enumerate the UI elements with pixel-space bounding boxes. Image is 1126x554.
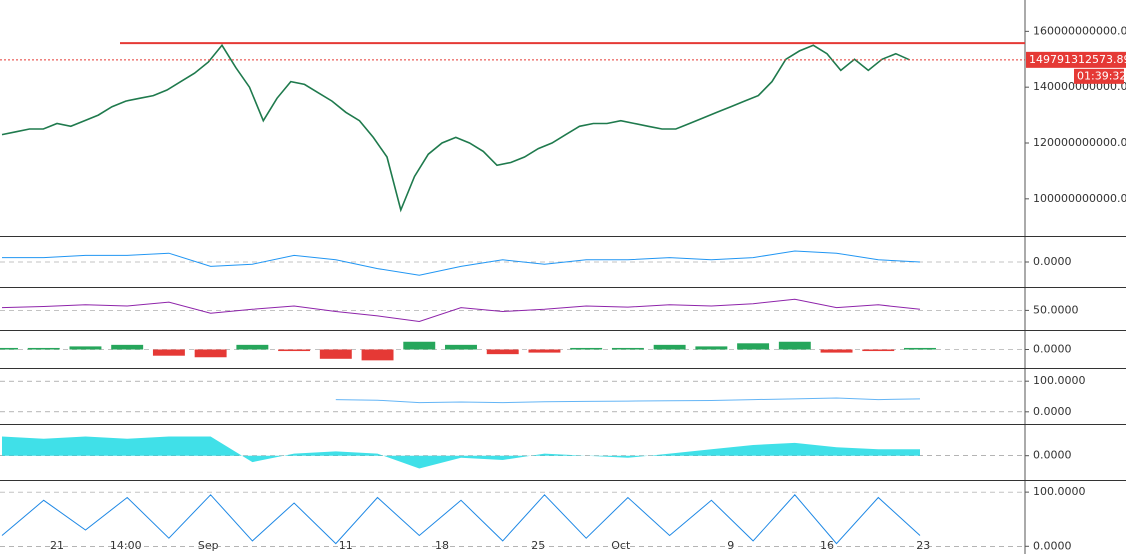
y-tick-label: 0.0000	[1033, 255, 1072, 268]
bar	[611, 347, 644, 350]
bar	[778, 341, 811, 350]
series-line	[2, 250, 921, 276]
timer: 01:39:32	[1077, 69, 1126, 82]
bar	[319, 349, 352, 359]
x-tick-label: 11	[339, 539, 353, 552]
y-tick-label: 100000000000.00	[1033, 192, 1126, 205]
x-tick-label: 25	[531, 539, 545, 552]
bar	[0, 347, 18, 350]
y-tick-label: 0.0000	[1033, 539, 1072, 552]
y-tick-label: 100.0000	[1033, 374, 1086, 387]
y-tick-label: 160000000000.00	[1033, 24, 1126, 37]
x-tick-label: 16	[820, 539, 834, 552]
series-line	[1, 298, 921, 323]
x-tick-label: Sep	[198, 539, 219, 552]
bar	[361, 349, 394, 361]
bar	[111, 344, 144, 350]
bar	[69, 346, 102, 350]
bar	[737, 343, 770, 350]
bar	[653, 344, 686, 350]
x-tick-label: Oct	[611, 539, 631, 552]
bar	[820, 349, 853, 353]
x-tick-label: 14:00	[110, 539, 142, 552]
bar	[194, 349, 227, 358]
series-line	[1, 494, 921, 545]
bar	[27, 347, 60, 350]
bar	[695, 346, 728, 350]
bar	[904, 347, 936, 350]
x-tick-label: 21	[50, 539, 64, 552]
y-tick-label: 100.0000	[1033, 485, 1086, 498]
y-tick-label: 120000000000.00	[1033, 136, 1126, 149]
y-tick-label: 0.0000	[1033, 405, 1072, 418]
bar	[152, 349, 185, 356]
bar	[528, 349, 561, 353]
timer-tag	[1074, 68, 1124, 84]
bar	[486, 349, 519, 355]
bar	[862, 349, 895, 352]
bar	[278, 349, 311, 352]
y-tick-label: 0.0000	[1033, 343, 1072, 356]
bar	[403, 341, 436, 350]
bar	[236, 344, 269, 350]
series-line	[335, 397, 921, 404]
price-tag	[1026, 51, 1126, 68]
series-line	[1, 43, 910, 213]
bar	[570, 347, 603, 350]
x-tick-label: 18	[435, 539, 449, 552]
price-label: 149791312573.89	[1029, 53, 1126, 66]
y-tick-label: 50.0000	[1033, 303, 1079, 316]
x-tick-label: 23	[916, 539, 930, 552]
y-tick-label: 0.0000	[1033, 449, 1072, 462]
area	[2, 436, 920, 469]
bar	[445, 344, 477, 350]
x-tick-label: 9	[727, 539, 734, 552]
